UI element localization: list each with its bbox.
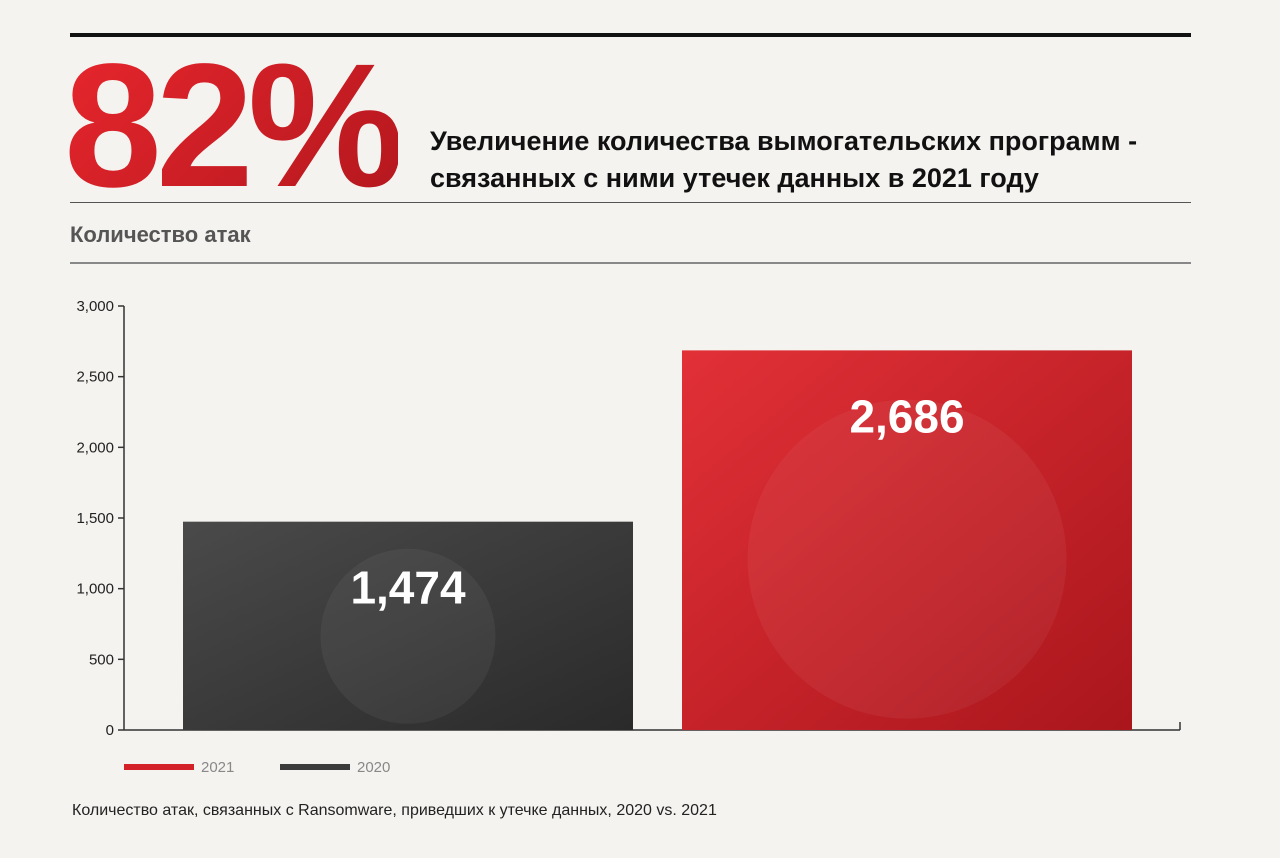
y-tick-label: 2,500 [76,369,114,386]
chart-caption: Количество атак, связанных с Ransomware,… [72,802,717,819]
legend-label-2020: 2020 [357,759,390,776]
y-tick-label: 1,500 [76,510,114,527]
bar-2021 [682,350,1132,730]
divider [70,202,1191,203]
legend-swatch-2021 [124,764,194,770]
legend-label-2021: 2021 [201,759,234,776]
bar-2020 [183,521,633,730]
bar-decoration [320,548,496,724]
y-tick-label: 0 [106,722,114,739]
chart-subheading: Количество атак [70,222,251,247]
y-tick-label: 500 [89,651,114,668]
divider [70,262,1191,264]
bar-value-label: 2,686 [849,390,964,442]
bar-decoration [747,399,1067,719]
headline-line-1: Увеличение количества вымогательских про… [430,126,1138,156]
y-tick-label: 1,000 [76,581,114,598]
bar-value-label: 1,474 [350,562,466,614]
legend-swatch-2020 [280,764,350,770]
headline-line-2: связанных с ними утечек данных в 2021 го… [430,163,1039,193]
headline: Увеличение количества вымогательских про… [430,123,1200,197]
big-stat: 82% [64,28,404,224]
y-tick-label: 2,000 [76,439,114,456]
y-tick-label: 3,000 [76,298,114,315]
top-rule [70,33,1191,37]
